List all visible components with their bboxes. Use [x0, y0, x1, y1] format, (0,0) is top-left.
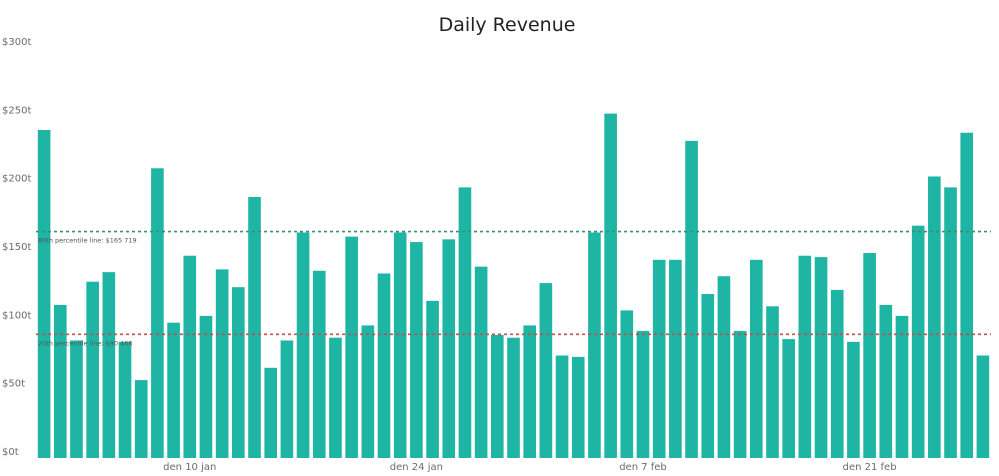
bar	[393, 232, 407, 458]
bar	[571, 356, 585, 458]
x-tick-label: den 10 jan	[163, 462, 216, 473]
bar	[264, 367, 278, 458]
bar	[474, 266, 488, 458]
bar	[329, 337, 342, 458]
bar	[134, 380, 148, 458]
bar	[960, 132, 974, 459]
bar	[669, 259, 682, 458]
bar	[458, 187, 472, 458]
bar	[442, 239, 456, 458]
bar	[491, 335, 504, 458]
bar	[555, 355, 569, 458]
bar	[102, 272, 116, 458]
y-tick-label: $150t	[2, 242, 31, 253]
bar	[410, 242, 423, 458]
bar	[701, 294, 715, 458]
bar	[766, 306, 779, 458]
y-axis: $0t $50t $100t $150t $200t $250t $300t	[2, 37, 31, 458]
reference-line-label: 80th percentile line: $165 719	[38, 237, 137, 245]
bar	[86, 281, 99, 458]
bar	[361, 325, 375, 458]
bar	[507, 337, 520, 458]
x-tick-label: den 21 feb	[843, 462, 897, 473]
x-tick-label: den 24 jan	[390, 462, 443, 473]
y-tick-label: $0t	[2, 447, 19, 458]
bar	[604, 113, 617, 458]
bar	[280, 340, 294, 458]
bar	[782, 339, 795, 458]
y-tick-label: $200t	[2, 174, 31, 185]
bar	[685, 140, 698, 458]
bar	[37, 130, 51, 458]
bar	[167, 322, 180, 458]
bar	[928, 176, 941, 458]
reference-line-label: 20th percentile line: $90 468	[38, 339, 132, 347]
bar	[296, 232, 310, 458]
bar	[944, 187, 957, 458]
bar	[232, 287, 245, 458]
bar	[248, 196, 261, 458]
y-tick-label: $250t	[2, 105, 31, 116]
bar	[523, 325, 536, 458]
x-axis: den 10 jan den 24 jan den 7 feb den 21 feb	[163, 462, 896, 473]
bar	[199, 315, 213, 458]
bar	[70, 340, 83, 458]
reference-lines: 80th percentile line: $165 719 20th perce…	[36, 230, 991, 347]
bar	[749, 259, 763, 458]
bar	[717, 276, 731, 458]
bar-series	[37, 113, 990, 459]
bar	[215, 269, 229, 458]
bar	[118, 341, 132, 458]
bar	[879, 304, 893, 458]
bar	[312, 270, 326, 458]
bar	[426, 300, 439, 458]
y-tick-label: $100t	[2, 310, 31, 321]
bar	[798, 255, 812, 458]
bar	[911, 225, 925, 458]
bar	[539, 283, 553, 458]
bar	[183, 255, 197, 458]
bar	[53, 304, 67, 458]
bar	[830, 289, 844, 458]
bar	[345, 236, 358, 458]
bar	[636, 330, 650, 458]
bar	[377, 273, 391, 458]
bar	[652, 259, 666, 458]
y-tick-label: $50t	[2, 379, 25, 390]
bar	[976, 355, 990, 458]
bar	[588, 232, 601, 458]
y-tick-label: $300t	[2, 37, 31, 48]
bar	[733, 330, 747, 458]
bar	[895, 315, 909, 458]
bar	[863, 253, 876, 458]
x-tick-label: den 7 feb	[619, 462, 667, 473]
bar	[814, 257, 828, 458]
chart-title: Daily Revenue	[439, 14, 576, 36]
bar	[847, 341, 860, 458]
bar	[620, 310, 634, 458]
bar	[151, 168, 164, 458]
